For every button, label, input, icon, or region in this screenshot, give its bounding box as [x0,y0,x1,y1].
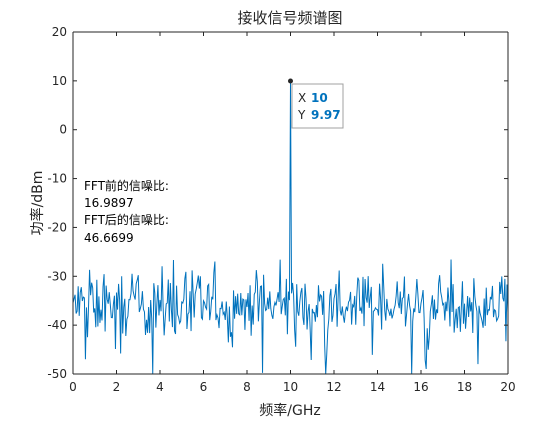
x-axis-label: 频率/GHz [259,402,320,419]
data-tip-y-label: Y [297,108,306,122]
x-tick-label: 8 [243,380,251,394]
x-tick-label: 12 [326,380,341,394]
y-tick-label: -10 [47,172,67,186]
x-tick-label: 10 [283,380,298,394]
y-tick-label: -30 [47,269,67,283]
y-tick-label: -50 [47,367,67,381]
y-axis: 20 10 0 -10 -20 -30 -40 -50 [47,25,508,381]
snr-annotation: FFT前的信噪比: 16.9897 FFT后的信噪比: 46.6699 [84,178,169,245]
chart-title: 接收信号频谱图 [237,9,342,27]
data-tip-x-value: 10 [311,91,328,105]
annotation-line-4: 46.6699 [84,231,134,245]
x-tick-label: 0 [69,380,77,394]
annotation-line-2: 16.9897 [84,196,134,210]
annotation-line-1: FFT前的信噪比: [84,178,169,193]
y-tick-label: -40 [47,318,67,332]
data-tip-x-label: X [298,91,306,105]
x-tick-label: 18 [457,380,472,394]
data-tip-y-value: 9.97 [311,108,341,122]
y-tick-label: -20 [47,220,67,234]
x-tick-label: 14 [370,380,385,394]
x-tick-label: 6 [200,380,208,394]
x-tick-label: 4 [156,380,164,394]
data-tip-box [291,83,344,129]
y-tick-label: 10 [52,74,67,88]
peak-marker[interactable] [288,78,293,84]
x-tick-label: 20 [500,380,515,394]
x-tick-label: 2 [113,380,121,394]
x-tick-label: 16 [413,380,428,394]
y-tick-label: 20 [52,25,67,39]
y-tick-label: 0 [59,123,67,137]
y-axis-label: 功率/dBm [29,171,46,236]
annotation-line-3: FFT后的信噪比: [84,212,169,227]
data-tip[interactable]: X 10 Y 9.97 [291,83,344,129]
x-axis: 0 2 4 6 8 10 12 14 16 18 20 [69,32,516,394]
